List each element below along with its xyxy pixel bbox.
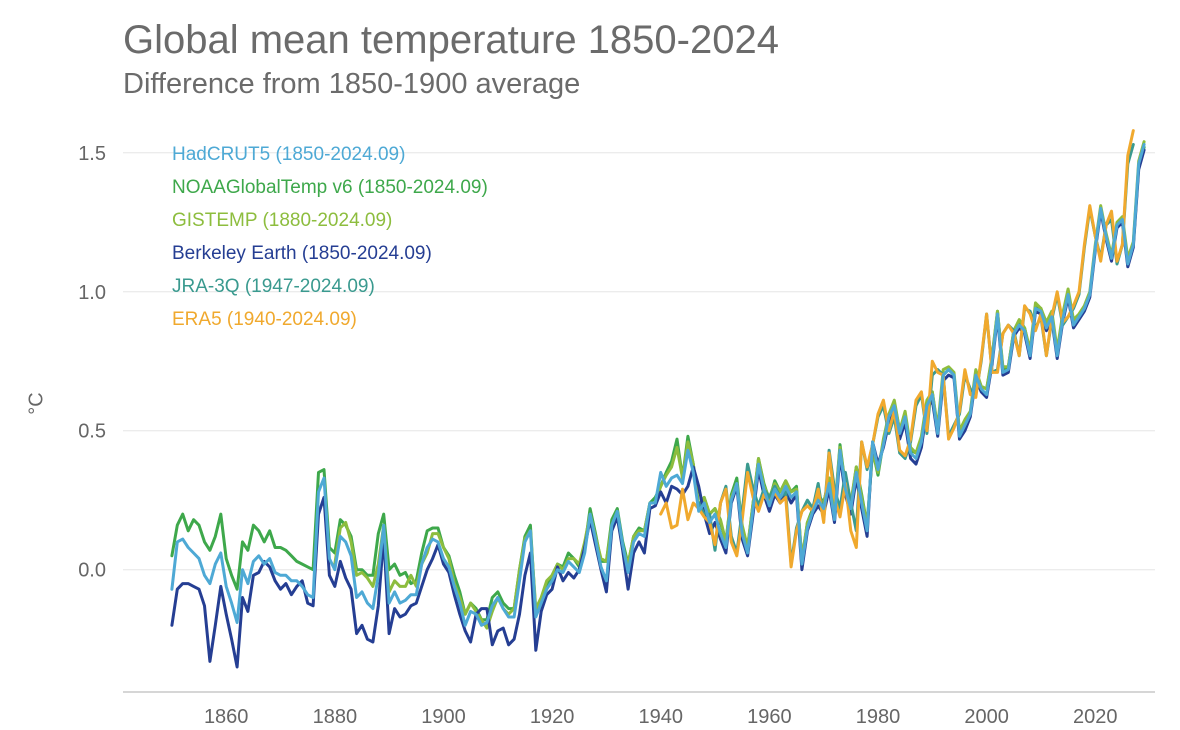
legend-entry: NOAAGlobalTemp v6 (1850-2024.09) [172,177,488,198]
series-line [333,140,1146,630]
legend-entry: JRA-3Q (1947-2024.09) [172,276,375,297]
series-line [170,148,1146,669]
series-line [170,143,1146,627]
x-tick-label: 1900 [421,706,466,728]
legend-entry: GISTEMP (1880-2024.09) [172,210,392,231]
x-tick-label: 1920 [530,706,575,728]
x-tick-label: 1980 [856,706,901,728]
x-tick-label: 1960 [747,706,792,728]
x-tick-label: 2000 [964,706,1009,728]
legend-entry: HadCRUT5 (1850-2024.09) [172,144,405,165]
x-tick-label: 1880 [313,706,358,728]
x-tick-label: 1940 [638,706,683,728]
chart-subtitle: Difference from 1850-1900 average [123,68,581,100]
chart-title: Global mean temperature 1850-2024 [123,18,779,62]
y-tick-label: 0.5 [78,421,106,443]
series-line [659,129,1135,569]
series-line [697,143,1135,566]
y-tick-label: 1.0 [78,282,106,304]
y-tick-label: 0.0 [78,560,106,582]
y-tick-label: 1.5 [78,143,106,165]
x-tick-label: 2020 [1073,706,1118,728]
legend-entry: ERA5 (1940-2024.09) [172,309,357,330]
x-tick-label: 1860 [204,706,249,728]
legend-entry: Berkeley Earth (1850-2024.09) [172,243,432,264]
